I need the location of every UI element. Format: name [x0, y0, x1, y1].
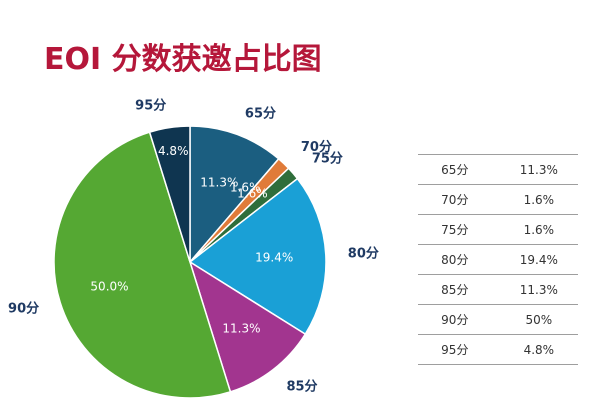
table-cell-pct: 1.6%	[495, 214, 578, 245]
pie-category-label: 95分	[135, 97, 166, 113]
table-row: 90分 50%	[418, 304, 578, 335]
table-row: 70分 1.6%	[418, 184, 578, 215]
pie-slice-3	[188, 177, 327, 336]
table-cell-score: 85分	[418, 274, 496, 305]
pie-category-label: 90分	[8, 300, 39, 316]
table-row: 75分 1.6%	[418, 214, 578, 245]
pie-slice-4	[188, 260, 307, 393]
pie-slice-pct-label: 50.0%	[90, 280, 128, 294]
pie-slice-labels: 11.3%1.6%1.6%19.4%11.3%50.0%4.8%	[90, 144, 293, 335]
pie-category-label: 65分	[245, 105, 276, 121]
table-row: 95分 4.8%	[418, 334, 578, 365]
table-cell-pct: 11.3%	[495, 154, 578, 185]
table-cell-score: 95分	[418, 334, 496, 365]
pie-slice-5	[53, 131, 232, 399]
table-cell-score: 70分	[418, 184, 496, 215]
pie-slice-pct-label: 19.4%	[255, 250, 293, 264]
pie-slice-pct-label: 4.8%	[158, 144, 189, 158]
pie-category-label: 80分	[348, 246, 379, 262]
pie-category-label: 85分	[286, 379, 317, 395]
table-cell-score: 90分	[418, 304, 496, 335]
page-title: EOI 分数获邀占比图	[44, 42, 322, 77]
table-cell-score: 80分	[418, 244, 496, 275]
table-row: 85分 11.3%	[418, 274, 578, 305]
pie-chart: 11.3%1.6%1.6%19.4%11.3%50.0%4.8% 65分70分7…	[8, 97, 379, 399]
pie-slice-pct-label: 11.3%	[222, 321, 260, 335]
table-row: 80分 19.4%	[418, 244, 578, 275]
table-cell-pct: 11.3%	[495, 274, 578, 305]
table-cell-pct: 50%	[495, 304, 578, 335]
pie-slice-6	[148, 125, 191, 263]
table-cell-score: 65分	[418, 154, 496, 185]
pie-slice-0	[189, 125, 280, 265]
table-cell-pct: 1.6%	[495, 184, 578, 215]
pie-slice-pct-label: 1.6%	[230, 180, 261, 194]
table-cell-score: 75分	[418, 214, 496, 245]
score-table: 65分 11.3% 70分 1.6% 75分 1.6% 80分 19.4% 85分 11.…	[418, 154, 578, 365]
pie-category-label: 70分	[301, 139, 332, 155]
pie-slices	[53, 125, 327, 399]
table-cell-pct: 4.8%	[495, 334, 578, 365]
table-row: 65分 11.3%	[418, 154, 578, 185]
pie-slice-pct-label: 1.6%	[237, 186, 268, 200]
pie-slice-pct-label: 11.3%	[200, 175, 238, 189]
table-cell-pct: 19.4%	[495, 244, 578, 275]
pie-category-label: 75分	[312, 151, 343, 167]
